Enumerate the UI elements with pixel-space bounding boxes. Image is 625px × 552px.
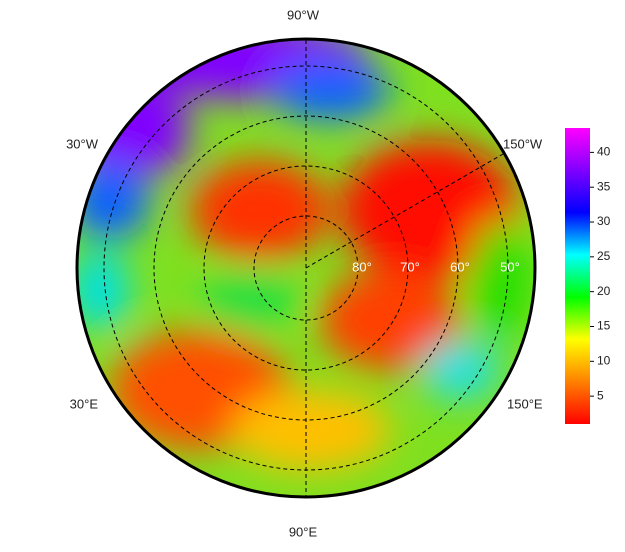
colorbar-tick-label: 5: [597, 388, 604, 402]
graticule: [103, 40, 509, 496]
longitude-label: 30°E: [70, 396, 99, 411]
longitude-label: 90°E: [289, 524, 318, 539]
longitude-label: 150°W: [503, 136, 543, 151]
colorbar-tick-label: 35: [597, 179, 611, 193]
latitude-label: 50°: [500, 259, 520, 274]
colorbar: [565, 128, 590, 424]
map-field: [78, 40, 534, 496]
colorbar-tick-label: 30: [597, 214, 611, 228]
colorbar-tick-label: 15: [597, 319, 611, 333]
longitude-label: 150°E: [507, 396, 543, 411]
longitude-label: 30°W: [66, 136, 99, 151]
latitude-labels: 80° 70° 60° 50°: [352, 259, 520, 274]
colorbar-tick-label: 20: [597, 284, 611, 298]
map-border: [75, 37, 537, 499]
colorbar-tick-label: 10: [597, 353, 611, 367]
latitude-label: 70°: [400, 259, 420, 274]
longitude-label: 90°W: [287, 7, 320, 22]
latitude-label: 60°: [450, 259, 470, 274]
latitude-label: 80°: [352, 259, 372, 274]
colorbar-tick-label: 25: [597, 249, 611, 263]
colorbar-tick-label: 40: [597, 145, 611, 159]
